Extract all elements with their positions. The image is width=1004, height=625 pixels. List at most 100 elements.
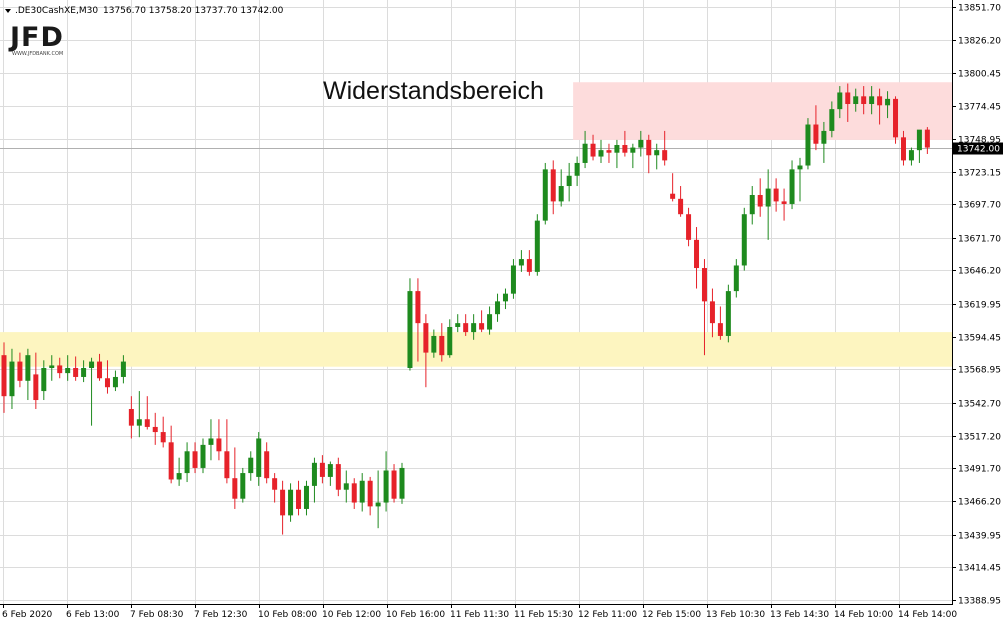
- candle-bearish: [232, 447, 238, 509]
- candle-bearish: [757, 178, 763, 217]
- candle-bearish: [73, 356, 79, 381]
- symbol-label: .DE30CashXE,M30: [15, 6, 98, 16]
- candle-bullish: [518, 250, 524, 272]
- price-tag-value: 13742.00: [957, 145, 1000, 155]
- candle-bearish: [622, 130, 628, 157]
- candle-bearish: [646, 134, 652, 174]
- candle-body: [455, 323, 461, 327]
- candle-bearish: [423, 314, 429, 388]
- candle-bullish: [495, 293, 501, 322]
- candle-body: [97, 361, 103, 379]
- candle-body: [240, 473, 246, 499]
- candle-bullish: [614, 139, 620, 169]
- candle-bullish: [112, 370, 118, 392]
- candle-body: [25, 355, 31, 381]
- candle-bullish: [908, 147, 914, 166]
- candle-body: [757, 194, 763, 207]
- candle-bullish: [256, 432, 262, 486]
- y-tick-label: 13774.45: [958, 103, 1001, 113]
- candle-bearish: [17, 352, 23, 388]
- candle-body: [351, 483, 357, 503]
- candle-bearish: [296, 480, 302, 516]
- x-tick-label: 14 Feb 10:00: [834, 610, 893, 620]
- candle-body: [526, 259, 532, 272]
- candle-body: [296, 489, 302, 509]
- candle-body: [89, 361, 95, 368]
- candle-bullish: [240, 467, 246, 503]
- candle-body: [407, 291, 413, 368]
- candle-bullish: [654, 143, 660, 170]
- y-tick-label: 13671.70: [958, 235, 1001, 245]
- candle-body: [725, 291, 731, 336]
- candle-body: [686, 214, 692, 240]
- candle-bearish: [192, 442, 198, 474]
- candle-body: [781, 201, 787, 204]
- candle-bullish: [327, 461, 333, 486]
- x-tick-label: 7 Feb 08:30: [130, 610, 184, 620]
- candle-body: [248, 457, 254, 474]
- candle-bearish: [526, 250, 532, 276]
- candle-bullish: [574, 156, 580, 187]
- candle-bullish: [447, 319, 453, 358]
- x-tick-label: 12 Feb 15:00: [642, 610, 701, 620]
- y-tick-label: 13517.20: [958, 433, 1001, 443]
- candle-body: [128, 408, 134, 426]
- candle-bullish: [136, 391, 142, 438]
- candle-bearish: [893, 96, 899, 144]
- candle-bullish: [81, 360, 87, 383]
- candle-bearish: [606, 143, 612, 163]
- candle-bullish: [455, 314, 461, 333]
- candle-body: [168, 442, 174, 480]
- candle-bearish: [152, 412, 158, 445]
- candle-body: [65, 367, 71, 374]
- candle-bullish: [829, 101, 835, 138]
- candle-bearish: [439, 323, 445, 362]
- header-arrow-icon: [5, 9, 11, 13]
- candle-body: [136, 419, 142, 426]
- price-tag: 13742.00: [953, 142, 1003, 155]
- x-tick-label: 7 Feb 12:30: [194, 610, 248, 620]
- candle-bearish: [686, 207, 692, 247]
- candle-body: [630, 147, 636, 153]
- candle-body: [280, 489, 286, 516]
- candle-bearish: [224, 419, 230, 484]
- candle-bearish: [272, 473, 278, 503]
- candle-bearish: [144, 396, 150, 430]
- candle-body: [112, 376, 118, 388]
- candle-bearish: [1, 342, 7, 413]
- candle-body: [375, 502, 381, 507]
- candle-bearish: [709, 288, 715, 338]
- candle-body: [534, 220, 540, 272]
- candle-body: [558, 186, 564, 202]
- x-tick-label: 10 Feb 12:00: [322, 610, 381, 620]
- candle-bullish: [630, 143, 636, 169]
- candle-body: [701, 268, 707, 302]
- candle-body: [670, 193, 676, 199]
- candle-body: [829, 109, 835, 131]
- candle-bullish: [375, 470, 381, 529]
- candle-body: [1, 355, 7, 397]
- candle-body: [367, 480, 373, 507]
- candle-bearish: [415, 278, 421, 362]
- candle-body: [805, 124, 811, 166]
- candle-bearish: [694, 227, 700, 289]
- candle-bearish: [351, 478, 357, 509]
- candle-body: [606, 150, 612, 153]
- candle-body: [327, 464, 333, 477]
- candle-body: [152, 426, 158, 433]
- candle-body: [733, 265, 739, 292]
- ohlc-label: 13756.70 13758.20 13737.70 13742.00: [103, 6, 284, 16]
- candle-bullish: [383, 451, 389, 512]
- candle-bearish: [128, 396, 134, 439]
- candle-body: [81, 367, 87, 377]
- candle-body: [709, 301, 715, 324]
- candle-body: [646, 139, 652, 156]
- y-tick-label: 13466.20: [958, 498, 1001, 508]
- candle-bullish: [343, 470, 349, 503]
- candle-body: [741, 214, 747, 266]
- candle-body: [264, 451, 270, 479]
- logo-text: JFD: [8, 22, 64, 53]
- candle-body: [479, 323, 485, 330]
- candle-body: [216, 438, 222, 452]
- candle-body: [893, 98, 899, 138]
